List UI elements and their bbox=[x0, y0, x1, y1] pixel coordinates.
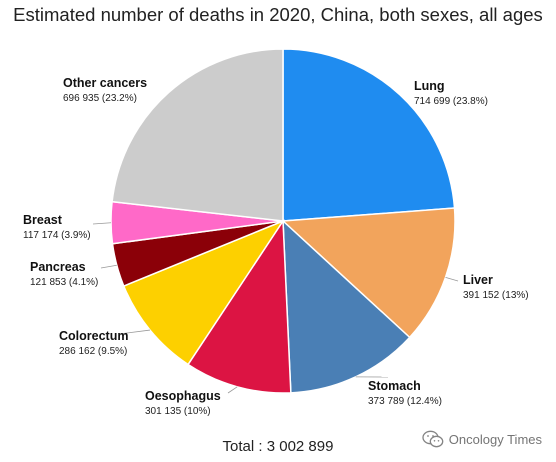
slice-label-oesophagus: Oesophagus bbox=[145, 389, 221, 403]
slice-value-pancreas: 121 853 (4.1%) bbox=[30, 277, 98, 288]
leader-lines bbox=[92, 222, 459, 394]
leader-line-pancreas bbox=[100, 264, 117, 269]
watermark: Oncology Times bbox=[422, 430, 542, 448]
pie-slice-liver bbox=[281, 207, 456, 339]
slice-label-pancreas: Pancreas bbox=[30, 260, 86, 274]
pie-slice-oesophagus bbox=[187, 218, 292, 394]
slice-value-lung: 714 699 (23.8%) bbox=[414, 96, 488, 107]
slice-value-breast: 117 174 (3.9%) bbox=[23, 230, 91, 241]
leader-line-liver bbox=[445, 276, 459, 282]
slice-label-stomach: Stomach bbox=[368, 379, 421, 393]
wechat-logo-icon bbox=[422, 430, 444, 448]
slice-value-stomach: 373 789 (12.4%) bbox=[368, 396, 442, 407]
slice-value-colorectum: 286 162 (9.5%) bbox=[59, 346, 127, 357]
slice-label-breast: Breast bbox=[23, 213, 63, 227]
slice-label-lung: Lung bbox=[414, 79, 445, 93]
slice-value-oesophagus: 301 135 (10%) bbox=[145, 406, 211, 417]
pie-slice-lung bbox=[282, 48, 456, 222]
pie-slice-other-cancers bbox=[111, 48, 284, 222]
leader-line-oesophagus bbox=[227, 386, 238, 394]
slice-label-colorectum: Colorectum bbox=[59, 329, 128, 343]
leader-line-breast bbox=[92, 222, 112, 225]
slice-value-liver: 391 152 (13%) bbox=[463, 290, 529, 301]
slice-label-liver: Liver bbox=[463, 273, 493, 287]
slice-value-other-cancers: 696 935 (23.2%) bbox=[63, 93, 137, 104]
pie-slice-stomach bbox=[282, 219, 411, 394]
leader-line-colorectum bbox=[118, 329, 151, 335]
pie-slice-colorectum bbox=[122, 219, 285, 366]
slice-labels: Lung 714 699 (23.8%) Liver 391 152 (13%) Sto… bbox=[23, 76, 529, 417]
pie-slices bbox=[110, 48, 456, 394]
chart-title: Estimated number of deaths in 2020, Chin… bbox=[13, 4, 543, 25]
total-label: Total : 3 002 899 bbox=[222, 438, 334, 455]
slice-label-other-cancers: Other cancers bbox=[63, 76, 147, 90]
watermark-text: Oncology Times bbox=[448, 431, 542, 447]
